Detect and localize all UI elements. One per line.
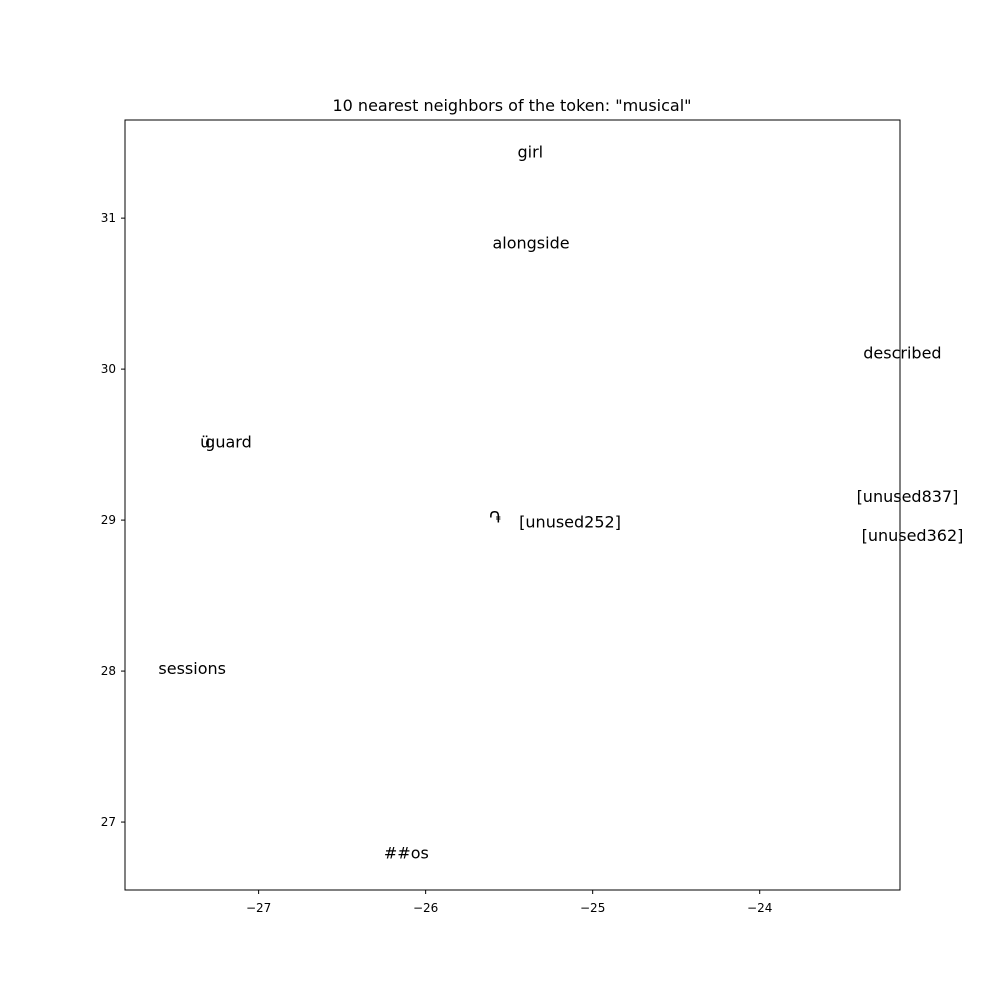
x-tick-label: −24	[747, 901, 772, 915]
plot-area	[124, 119, 901, 891]
chart-title: 10 nearest neighbors of the token: "musi…	[332, 96, 691, 115]
x-tick-label: −26	[413, 901, 438, 915]
y-tick-label: 27	[101, 815, 116, 829]
point-label: girl	[518, 143, 544, 162]
point-label: guard	[205, 433, 252, 452]
point-label: [unused252]	[519, 513, 621, 532]
y-tick-label: 30	[101, 362, 116, 376]
point-label: alongside	[492, 233, 569, 252]
x-tick-label: −25	[580, 901, 605, 915]
x-tick-label: −27	[246, 901, 271, 915]
point-label: sessions	[158, 659, 226, 678]
point-label: [unused837]	[857, 487, 959, 506]
x-axis: −27 −26 −25 −24	[246, 890, 772, 915]
point-label: ü	[200, 433, 210, 452]
point-label: described	[863, 344, 941, 363]
y-tick-label: 28	[101, 664, 116, 678]
y-axis: 27 28 29 30 31	[101, 211, 125, 829]
y-tick-label: 31	[101, 211, 116, 225]
y-tick-label: 29	[101, 513, 116, 527]
point-label: [unused362]	[862, 526, 964, 545]
point-label: ##os	[384, 843, 429, 862]
point-label: ֏	[489, 508, 501, 527]
